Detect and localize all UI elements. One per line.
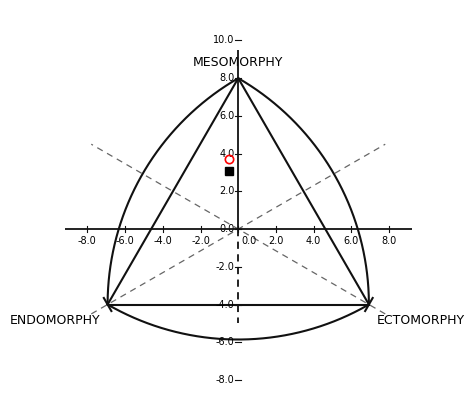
Text: MESOMORPHY: MESOMORPHY: [193, 56, 283, 69]
Text: -4.0: -4.0: [216, 300, 235, 309]
Text: -8.0: -8.0: [78, 236, 97, 246]
Text: -2.0: -2.0: [191, 236, 210, 246]
Text: -6.0: -6.0: [216, 337, 235, 347]
Text: -2.0: -2.0: [216, 262, 235, 272]
Text: 4.0: 4.0: [306, 236, 321, 246]
Text: 6.0: 6.0: [219, 111, 235, 121]
Text: 6.0: 6.0: [344, 236, 359, 246]
Text: -6.0: -6.0: [116, 236, 135, 246]
Text: 0.0: 0.0: [241, 236, 256, 246]
Text: ECTOMORPHY: ECTOMORPHY: [376, 314, 465, 327]
Text: 4.0: 4.0: [219, 149, 235, 159]
Text: 8.0: 8.0: [382, 236, 397, 246]
Text: ENDOMORPHY: ENDOMORPHY: [9, 314, 100, 327]
Text: 10.0: 10.0: [213, 35, 235, 46]
Text: -4.0: -4.0: [154, 236, 172, 246]
Text: -8.0: -8.0: [216, 375, 235, 385]
Text: 8.0: 8.0: [219, 73, 235, 83]
Text: 2.0: 2.0: [268, 236, 283, 246]
Text: 2.0: 2.0: [219, 186, 235, 196]
Text: 0.0: 0.0: [219, 224, 235, 234]
